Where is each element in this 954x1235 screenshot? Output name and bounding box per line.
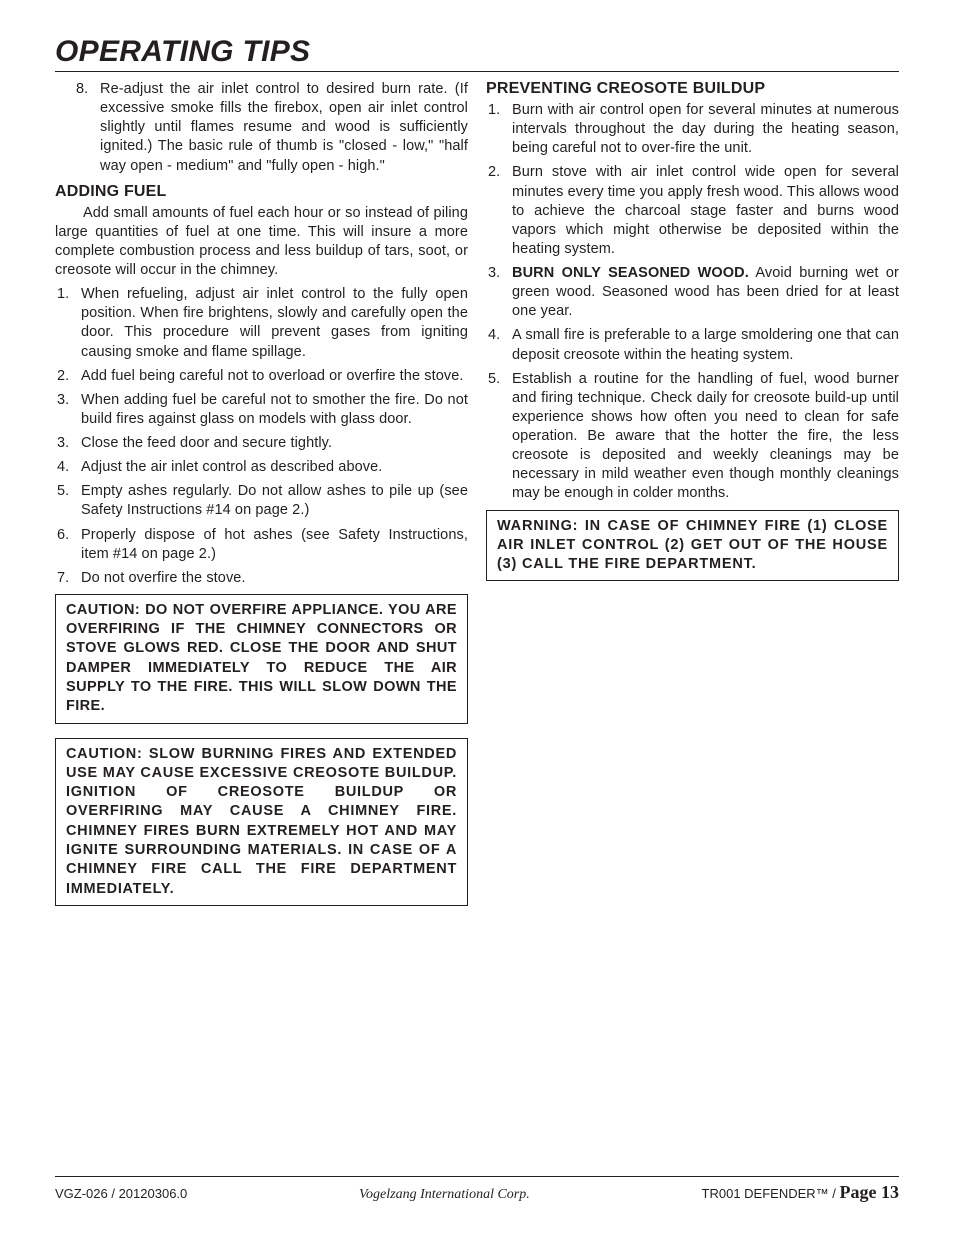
list-item: 3.Close the feed door and secure tightly… <box>55 434 468 453</box>
list-text: Burn stove with air inlet control wide o… <box>512 163 899 259</box>
list-item: 8. Re-adjust the air inlet control to de… <box>55 80 468 176</box>
list-item: 2.Add fuel being careful not to overload… <box>55 367 468 386</box>
list-number: 7. <box>55 569 81 588</box>
list-text: Add fuel being careful not to overload o… <box>81 367 468 386</box>
two-column-layout: 8. Re-adjust the air inlet control to de… <box>55 80 899 920</box>
list-number: 4. <box>486 326 512 364</box>
left-column: 8. Re-adjust the air inlet control to de… <box>55 80 468 920</box>
bold-text: BURN ONLY SEASONED WOOD. <box>512 265 749 281</box>
list-item: 5.Establish a routine for the handling o… <box>486 370 899 504</box>
list-text: A small fire is preferable to a large sm… <box>512 326 899 364</box>
section-heading-adding-fuel: ADDING FUEL <box>55 183 468 201</box>
footer-center: Vogelzang International Corp. <box>359 1187 530 1203</box>
list-item: 6.Properly dispose of hot ashes (see Saf… <box>55 526 468 564</box>
list-text: Empty ashes regularly. Do not allow ashe… <box>81 482 468 520</box>
adding-fuel-list: 1.When refueling, adjust air inlet contr… <box>55 285 468 588</box>
list-text: When adding fuel be careful not to smoth… <box>81 391 468 429</box>
list-item: 4.Adjust the air inlet control as descri… <box>55 458 468 477</box>
list-item: 7.Do not overfire the stove. <box>55 569 468 588</box>
list-text: Establish a routine for the handling of … <box>512 370 899 504</box>
footer-model: TR001 DEFENDER™ / <box>702 1186 840 1201</box>
list-number: 3. <box>55 391 81 429</box>
list-item: 3.When adding fuel be careful not to smo… <box>55 391 468 429</box>
list-number: 3. <box>55 434 81 453</box>
list-number: 8. <box>55 80 100 176</box>
right-column: PREVENTING CREOSOTE BUILDUP 1.Burn with … <box>486 80 899 920</box>
list-text: Close the feed door and secure tightly. <box>81 434 468 453</box>
list-number: 2. <box>486 163 512 259</box>
page-title: OPERATING TIPS <box>55 35 899 72</box>
list-number: 1. <box>55 285 81 362</box>
caution-box-overfire: CAUTION: DO NOT OVERFIRE APPLIANCE. YOU … <box>55 594 468 724</box>
list-number: 2. <box>55 367 81 386</box>
footer-left: VGZ-026 / 20120306.0 <box>55 1186 187 1201</box>
list-item: 1.When refueling, adjust air inlet contr… <box>55 285 468 362</box>
list-text: Do not overfire the stove. <box>81 569 468 588</box>
list-item: 2.Burn stove with air inlet control wide… <box>486 163 899 259</box>
footer-page-number: Page 13 <box>840 1182 899 1202</box>
paragraph: Add small amounts of fuel each hour or s… <box>55 204 468 281</box>
list-text: BURN ONLY SEASONED WOOD. Avoid burning w… <box>512 264 899 321</box>
list-number: 6. <box>55 526 81 564</box>
list-text: Properly dispose of hot ashes (see Safet… <box>81 526 468 564</box>
list-number: 1. <box>486 101 512 158</box>
footer-right: TR001 DEFENDER™ / Page 13 <box>702 1182 899 1203</box>
list-item: 3.BURN ONLY SEASONED WOOD. Avoid burning… <box>486 264 899 321</box>
list-text: Adjust the air inlet control as describe… <box>81 458 468 477</box>
list-item: 4.A small fire is preferable to a large … <box>486 326 899 364</box>
warning-box-chimney-fire: WARNING: IN CASE OF CHIMNEY FIRE (1) CLO… <box>486 510 899 582</box>
list-number: 5. <box>55 482 81 520</box>
list-item: 1.Burn with air control open for several… <box>486 101 899 158</box>
caution-box-creosote: CAUTION: SLOW BURNING FIRES AND EXTENDED… <box>55 738 468 906</box>
preventing-creosote-list: 1.Burn with air control open for several… <box>486 101 899 504</box>
list-text: Burn with air control open for several m… <box>512 101 899 158</box>
list-text: Re-adjust the air inlet control to desir… <box>100 80 468 176</box>
list-number: 3. <box>486 264 512 321</box>
list-number: 4. <box>55 458 81 477</box>
list-text: When refueling, adjust air inlet control… <box>81 285 468 362</box>
list-number: 5. <box>486 370 512 504</box>
section-heading-creosote: PREVENTING CREOSOTE BUILDUP <box>486 80 899 98</box>
page-footer: VGZ-026 / 20120306.0 Vogelzang Internati… <box>55 1176 899 1203</box>
list-item: 5.Empty ashes regularly. Do not allow as… <box>55 482 468 520</box>
